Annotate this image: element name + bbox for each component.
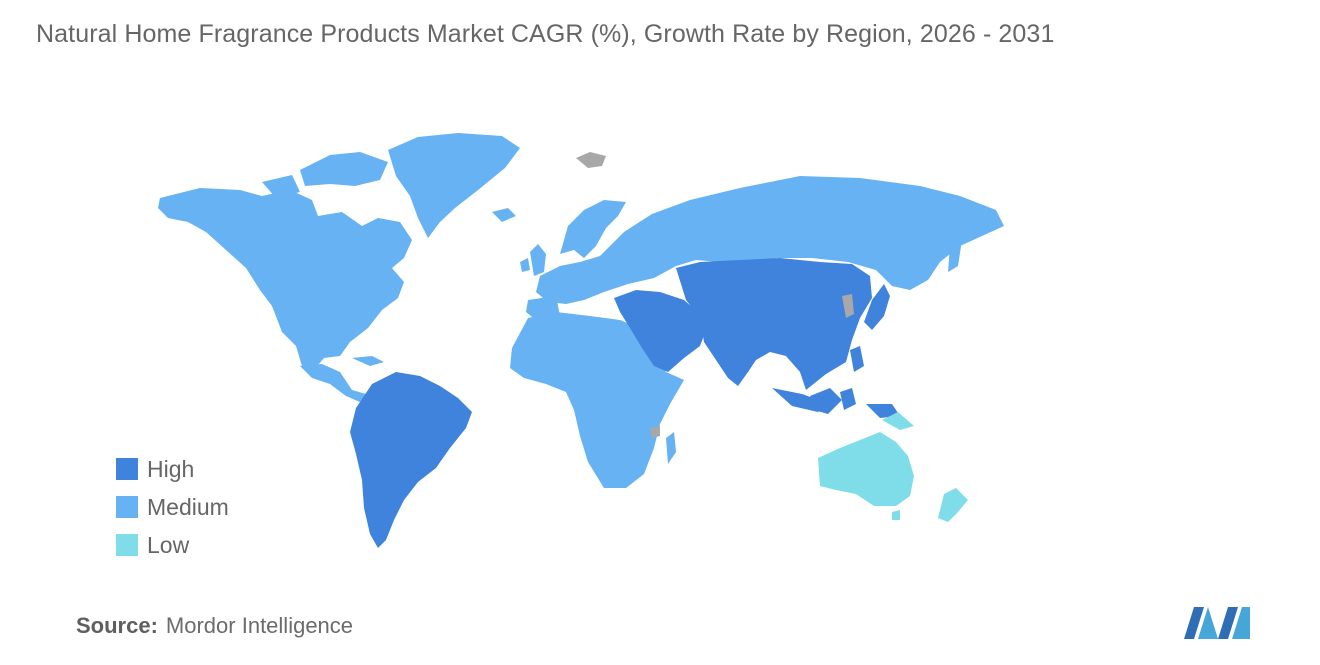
legend-swatch-high	[116, 458, 138, 480]
greenland	[388, 133, 520, 238]
legend-swatch-medium	[116, 496, 138, 518]
uk	[530, 244, 546, 276]
region-high	[350, 258, 900, 548]
legend-item-medium: Medium	[116, 488, 229, 526]
scandinavia	[560, 200, 626, 258]
source-note: Source: Mordor Intelligence	[76, 613, 353, 639]
source-label: Source:	[76, 613, 158, 638]
legend-swatch-low	[116, 534, 138, 556]
legend-label-medium: Medium	[147, 493, 229, 520]
mordor-intelligence-logo-icon	[1184, 607, 1250, 639]
middle-east	[614, 290, 706, 372]
africa	[510, 312, 684, 488]
arctic-islands	[300, 152, 388, 186]
legend: High Medium Low	[116, 450, 229, 564]
legend-label-low: Low	[147, 531, 190, 558]
region-no-data	[576, 152, 854, 438]
central-america	[300, 364, 366, 402]
legend-label-high: High	[147, 455, 195, 482]
source-value: Mordor Intelligence	[165, 613, 354, 638]
legend-item-high: High	[116, 450, 229, 488]
iceland	[492, 208, 516, 222]
australia	[818, 432, 914, 506]
europe-russia	[536, 176, 1004, 304]
north-america	[158, 188, 412, 372]
chart-title: Natural Home Fragrance Products Market C…	[36, 20, 1055, 48]
region-medium	[158, 133, 1004, 488]
japan	[864, 284, 890, 330]
legend-item-low: Low	[116, 526, 229, 564]
south-america	[350, 372, 472, 548]
new-zealand	[938, 488, 968, 522]
asia	[676, 258, 872, 390]
region-low	[818, 412, 968, 522]
